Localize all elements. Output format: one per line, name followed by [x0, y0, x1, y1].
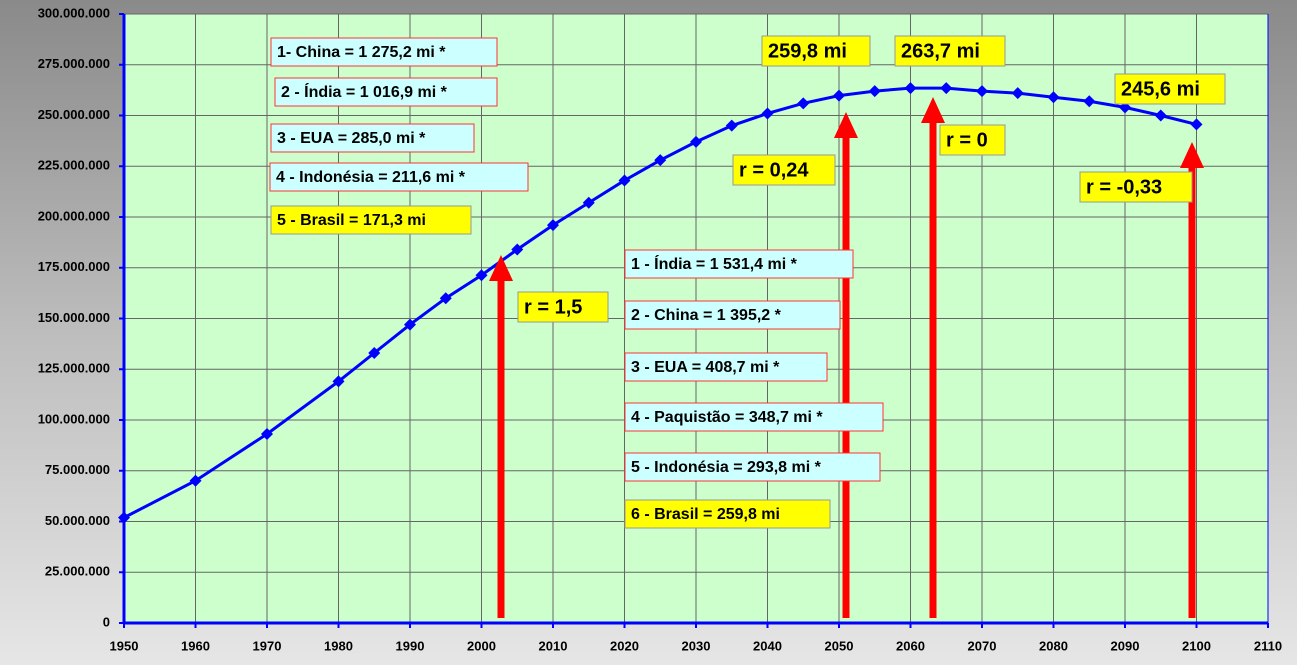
marker — [833, 89, 845, 102]
marker — [189, 474, 202, 487]
marker — [1047, 91, 1060, 104]
x-tick-label: 1970 — [253, 638, 282, 653]
annotation: 6 - Brasil = 259,8 mi — [631, 506, 780, 523]
annotation-box — [624, 352, 828, 382]
marker — [1011, 87, 1024, 100]
annotation: 4 - Paquistão = 348,7 mi * — [631, 409, 823, 426]
annotation: 259,8 mi — [768, 40, 847, 62]
line — [123, 86, 1197, 519]
annotation-box — [517, 291, 609, 323]
y-tick-label: 100.000.000 — [38, 411, 110, 426]
annotation: r = 1,5 — [524, 296, 582, 318]
marker — [475, 269, 488, 282]
annotation: 3 - EUA = 285,0 mi * — [277, 130, 426, 147]
y-tick-label: 75.000.000 — [45, 462, 110, 477]
marker — [582, 196, 595, 209]
y-tick-label: 250.000.000 — [38, 107, 110, 122]
marker — [654, 154, 667, 167]
annotation: 5 - Brasil = 171,3 mi — [277, 212, 426, 229]
x-tick-label: 1960 — [181, 638, 210, 653]
annotation: 3 - EUA = 408,7 mi * — [631, 359, 780, 376]
annotation-box — [1114, 73, 1226, 105]
marker — [261, 428, 273, 441]
marker — [404, 318, 416, 331]
arrow-head — [1180, 142, 1204, 168]
marker — [547, 219, 559, 232]
y-tick-label: 175.000.000 — [38, 259, 110, 274]
marker — [1083, 95, 1096, 108]
x-tick-label: 1950 — [110, 638, 139, 653]
annotation-box — [1079, 171, 1193, 203]
x-tick-label: 2070 — [968, 638, 997, 653]
annotation-box — [270, 205, 472, 235]
annotation-box — [939, 124, 1006, 156]
x-tick-label: 2050 — [825, 638, 854, 653]
annotation: 2 - China = 1 395,2 * — [631, 307, 782, 324]
marker — [761, 107, 774, 120]
annotation: 1- China = 1 275,2 mi * — [277, 44, 446, 61]
marker — [1190, 118, 1203, 131]
y-tick-label: 200.000.000 — [38, 208, 110, 223]
y-tick-label: 150.000.000 — [38, 310, 110, 325]
marker — [332, 375, 345, 388]
annotation-box — [269, 162, 529, 192]
annotation: r = 0,24 — [739, 159, 809, 181]
marker — [511, 243, 524, 256]
x-tick-label: 2100 — [1182, 638, 1211, 653]
x-tick-label: 2090 — [1111, 638, 1140, 653]
marker — [940, 82, 953, 95]
y-tick-label: 275.000.000 — [38, 56, 110, 71]
x-tick-label: 2060 — [896, 638, 925, 653]
marker — [1154, 109, 1167, 122]
annotation-box — [624, 300, 841, 330]
annotation-box — [894, 35, 1006, 67]
x-tick-label: 2080 — [1039, 638, 1068, 653]
marker — [368, 347, 381, 360]
marker — [690, 135, 702, 148]
y-tick-label: 125.000.000 — [38, 361, 110, 376]
x-tick-label: 2040 — [753, 638, 782, 653]
annotation-box — [624, 499, 831, 529]
annotation-box — [732, 154, 836, 186]
marker — [618, 174, 631, 187]
annotation-box — [624, 249, 854, 279]
y-tick-label: 225.000.000 — [38, 158, 110, 173]
annotation-box — [624, 452, 881, 482]
annotation: 1 - Índia = 1 531,4 mi * — [631, 254, 798, 273]
arrow-head — [834, 112, 858, 138]
annotation-box — [624, 402, 884, 432]
annotation: 5 - Indonésia = 293,8 mi * — [631, 459, 822, 476]
x-tick-label: 2020 — [610, 638, 639, 653]
x-tick-label: 1990 — [396, 638, 425, 653]
annotation: r = -0,33 — [1086, 176, 1162, 198]
y-tick-label: 50.000.000 — [45, 513, 110, 528]
x-tick-label: 2110 — [1254, 638, 1282, 653]
x-tick-label: 2000 — [467, 638, 496, 653]
annotation-box — [761, 35, 871, 67]
arrow-head — [921, 97, 945, 123]
marker — [868, 85, 881, 98]
arrow-head — [489, 255, 513, 281]
annotation: 4 - Indonésia = 211,6 mi * — [276, 169, 466, 186]
marker — [904, 82, 917, 95]
annotation: 245,6 mi — [1121, 78, 1200, 100]
x-tick-label: 2030 — [682, 638, 711, 653]
x-tick-label: 1980 — [324, 638, 353, 653]
marker — [976, 85, 988, 98]
annotation-box — [270, 37, 498, 67]
marker — [439, 292, 452, 305]
annotation: r = 0 — [946, 129, 988, 151]
y-tick-label: 300.000.000 — [38, 5, 110, 20]
annotation: 2 - Índia = 1 016,9 mi * — [281, 82, 448, 101]
y-tick-label: 25.000.000 — [45, 564, 110, 579]
marker — [797, 97, 810, 110]
y-tick-label: 0 — [103, 614, 110, 629]
marker — [725, 119, 738, 132]
x-tick-label: 2010 — [539, 638, 568, 653]
annotation-box — [270, 123, 475, 153]
marker — [118, 511, 130, 524]
annotation-box — [274, 77, 498, 107]
annotation: 263,7 mi — [901, 40, 980, 62]
